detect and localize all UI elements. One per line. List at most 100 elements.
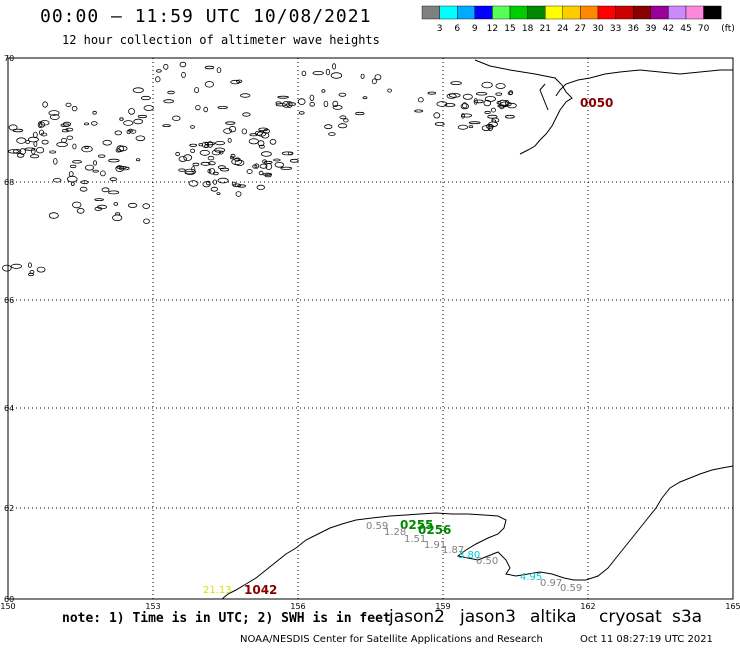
sea-ice-floe: [220, 167, 230, 172]
sea-ice-floe: [256, 184, 265, 190]
sea-ice-floe: [214, 141, 226, 146]
sea-ice-floe: [143, 105, 154, 111]
legend-tick-label: 24: [557, 24, 569, 34]
sea-ice-floe: [200, 161, 211, 166]
sea-ice-floe: [355, 111, 365, 116]
sea-ice-floe: [257, 140, 265, 147]
longitude-label: 162: [580, 602, 595, 611]
sea-ice-floe: [8, 124, 18, 131]
sea-ice-floe: [448, 93, 461, 98]
legend-tick-label: 30: [592, 24, 604, 34]
sea-ice-floe: [254, 163, 260, 169]
sea-ice-floe: [52, 178, 62, 183]
sea-ice-floe: [100, 170, 106, 177]
sea-ice-floe: [484, 110, 491, 114]
sea-ice-floe: [258, 144, 265, 149]
longitude-label: 153: [145, 602, 160, 611]
legend-tick-label: 33: [610, 24, 621, 34]
sea-ice-floe: [475, 92, 488, 96]
sea-ice-floe: [338, 92, 347, 97]
sea-ice-floe: [259, 163, 268, 169]
sea-ice-floe: [40, 132, 48, 137]
sea-ice-floe: [65, 102, 72, 107]
sea-ice-floe: [8, 149, 19, 154]
legend-tick-label: 36: [627, 24, 639, 34]
satellite-label-jason3: jason3: [460, 607, 516, 627]
sea-ice-floe: [499, 104, 505, 110]
sea-ice-floe: [339, 115, 347, 120]
sea-ice-floe: [225, 121, 236, 125]
sea-ice-floe: [332, 100, 339, 108]
wave-height-measurement: 1.91: [424, 540, 446, 551]
sea-ice-floe: [194, 87, 200, 94]
satellite-label-s3a: s3a: [672, 607, 703, 627]
sea-ice-floe: [297, 98, 306, 105]
sea-ice-floe: [42, 101, 48, 108]
sea-ice-floe: [123, 120, 134, 126]
sea-ice-floe: [209, 168, 216, 175]
sea-ice-floe: [61, 137, 68, 143]
sea-ice-floe: [61, 129, 69, 133]
sea-ice-floe: [330, 72, 343, 79]
sea-ice-floe: [93, 160, 98, 166]
sea-ice-floe: [504, 114, 515, 119]
sea-ice-floe: [216, 192, 221, 196]
sea-ice-floe: [505, 99, 510, 107]
sea-ice-floe: [35, 146, 45, 154]
longitude-label: 156: [290, 602, 305, 611]
sea-ice-floe: [312, 71, 324, 76]
map-subtitle: 12 hour collection of altimeter wave hei…: [62, 33, 380, 47]
sea-ice-floe: [114, 130, 122, 136]
sea-ice-floe: [155, 76, 161, 83]
latitude-label: 66: [4, 296, 14, 305]
sea-ice-floe: [108, 158, 120, 163]
map-frame: [7, 57, 734, 600]
sea-ice-floe: [231, 158, 242, 166]
sea-ice-floe: [70, 181, 75, 186]
sea-ice-floe: [212, 179, 218, 185]
sea-ice-floe: [343, 118, 349, 123]
sea-ice-floe: [337, 123, 348, 129]
sea-ice-floe: [72, 160, 82, 164]
latitude-label: 64: [4, 404, 14, 413]
sea-ice-floe: [490, 107, 496, 113]
sea-ice-floe: [66, 175, 78, 183]
sea-ice-floe: [133, 118, 144, 125]
legend-tick-label: 18: [522, 24, 534, 34]
sea-ice-floe: [128, 128, 134, 133]
wave-height-legend: 3 6 9 12 15 18 21 24 27 30 33 36 39 42 45 70 (ft): [421, 5, 735, 34]
sea-ice-floe: [178, 156, 187, 162]
sea-ice-floe: [163, 99, 175, 104]
sea-ice-floe: [109, 177, 117, 182]
sea-ice-floe: [183, 154, 193, 161]
sea-ice-floe: [262, 128, 270, 134]
sea-ice-floe: [83, 122, 90, 126]
sea-ice-floe: [473, 98, 478, 105]
sea-ice-floe: [135, 158, 141, 162]
sea-ice-floe: [140, 95, 151, 101]
sea-ice-floe: [230, 153, 236, 158]
sea-ice-floe: [462, 93, 473, 100]
latitude-label: 62: [4, 504, 14, 513]
sea-ice-floe: [495, 83, 506, 89]
sea-ice-floe: [80, 180, 89, 185]
sea-ice-floe: [262, 172, 273, 176]
sea-ice-floe: [48, 110, 60, 116]
sea-ice-floe: [491, 119, 497, 123]
sea-ice-floe: [39, 120, 50, 126]
sea-ice-floe: [496, 100, 502, 105]
sea-ice-floe: [484, 96, 496, 102]
sea-ice-floe: [128, 108, 136, 115]
sea-ice-floe: [234, 157, 241, 162]
wave-height-measurement: 1.87: [442, 545, 464, 556]
sea-ice-floe: [163, 63, 169, 70]
sea-ice-floe: [127, 202, 138, 208]
sea-ice-floe: [49, 114, 60, 121]
sea-ice-floe: [195, 105, 201, 111]
sea-ice-floe: [328, 132, 336, 136]
footer-credit: NOAA/NESDIS Center for Satellite Applica…: [240, 634, 543, 645]
sea-ice-floe: [142, 203, 151, 209]
sea-ice-floe: [230, 79, 241, 85]
sea-ice-floe: [321, 89, 326, 93]
longitude-label: 159: [435, 602, 450, 611]
